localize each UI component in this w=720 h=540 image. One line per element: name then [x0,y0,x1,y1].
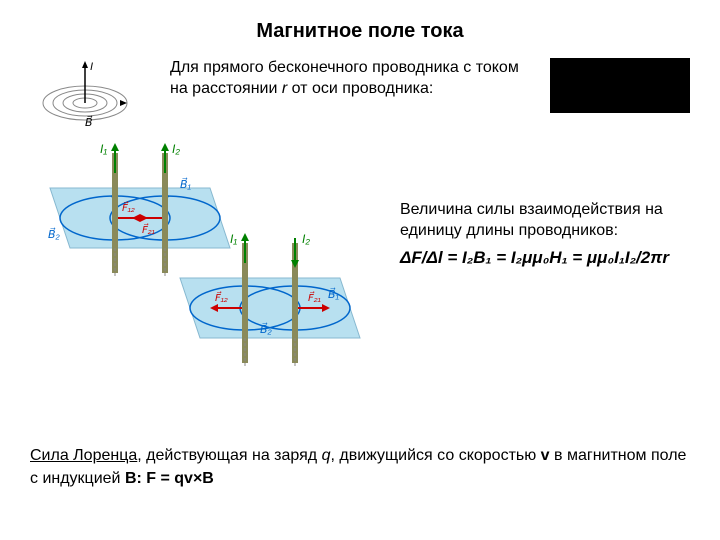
svg-text:F⃗₁₂: F⃗₁₂ [122,201,135,214]
svg-text:I₂: I₂ [172,142,180,156]
straight-wire-text: Для прямого бесконечного проводника с то… [170,58,530,100]
lorenz-force-text: Сила Лоренца, действующая на заряд q, дв… [30,445,690,490]
antiparallel-repel-diagram: I₁ I₂ F⃗₁₂ F⃗₂₁ B⃗₂ B⃗₁ [160,228,380,378]
svg-text:B⃗₂: B⃗₂ [260,322,273,336]
svg-text:B⃗₂: B⃗₂ [48,227,61,241]
svg-text:F⃗₁₂: F⃗₁₂ [215,291,228,304]
svg-text:B⃗: B⃗ [85,115,93,128]
svg-text:B⃗₁: B⃗₁ [328,287,340,301]
svg-text:I₁: I₁ [230,232,237,246]
wire-field-diagram: I B⃗ [30,58,150,128]
svg-text:I₁: I₁ [100,142,107,156]
force-per-length-text: Величина силы взаимодействия на единицу … [400,200,720,269]
svg-text:F⃗₂₁: F⃗₂₁ [308,291,321,304]
svg-text:F⃗₂₁: F⃗₂₁ [142,223,155,236]
svg-text:B⃗₁: B⃗₁ [180,177,192,191]
formula-black-box [550,58,690,113]
page-title: Магнитное поле тока [30,20,690,43]
svg-text:I₂: I₂ [302,232,310,246]
top-row: I B⃗ Для прямого бесконечного проводника… [30,58,690,128]
force-formula: ΔF/Δl = I₂B₁ = I₂μμ₀H₁ = μμ₀I₁I₂/2πr [400,247,720,269]
svg-text:I: I [90,61,93,73]
